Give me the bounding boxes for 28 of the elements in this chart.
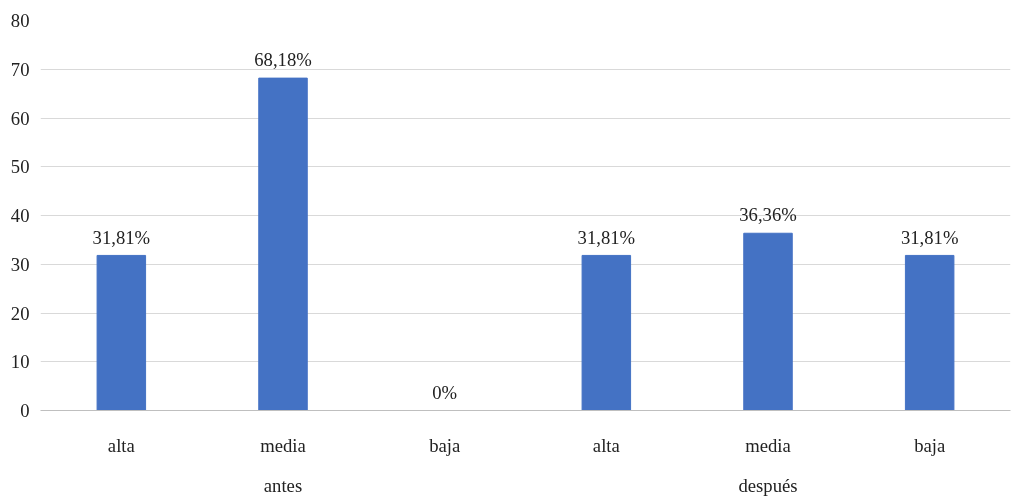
bar bbox=[743, 232, 793, 411]
bar bbox=[904, 254, 955, 411]
x-tick-label: media bbox=[745, 434, 792, 456]
y-tick-label: 0 bbox=[20, 400, 30, 421]
y-tick-label: 30 bbox=[10, 253, 30, 275]
bar bbox=[581, 254, 632, 411]
x-tick-label: baja bbox=[429, 434, 461, 456]
x-tick-label: alta bbox=[107, 434, 136, 456]
bar bbox=[96, 254, 147, 411]
y-tick-label: 40 bbox=[10, 205, 30, 226]
data-label: 36,36% bbox=[739, 204, 797, 226]
text: después bbox=[738, 474, 798, 496]
y-tick-label: 50 bbox=[10, 156, 30, 178]
x-tick-label: media bbox=[260, 434, 307, 456]
x-tick-label: baja bbox=[914, 434, 946, 456]
y-tick-label: 20 bbox=[10, 302, 30, 324]
data-label: 31,81% bbox=[577, 226, 636, 248]
y-tick-label: 60 bbox=[10, 107, 30, 129]
y-tick-label: 10 bbox=[10, 351, 30, 373]
y-tick-label: 80 bbox=[10, 10, 30, 31]
data-label: 0% bbox=[432, 381, 458, 403]
text: antes bbox=[263, 474, 303, 496]
y-tick-label: 70 bbox=[10, 58, 30, 80]
x-tick-label: alta bbox=[592, 434, 621, 456]
data-label: 31,81% bbox=[900, 226, 959, 248]
data-label: 68,18% bbox=[254, 49, 312, 71]
data-label: 31,81% bbox=[92, 226, 151, 248]
bar bbox=[258, 77, 308, 411]
